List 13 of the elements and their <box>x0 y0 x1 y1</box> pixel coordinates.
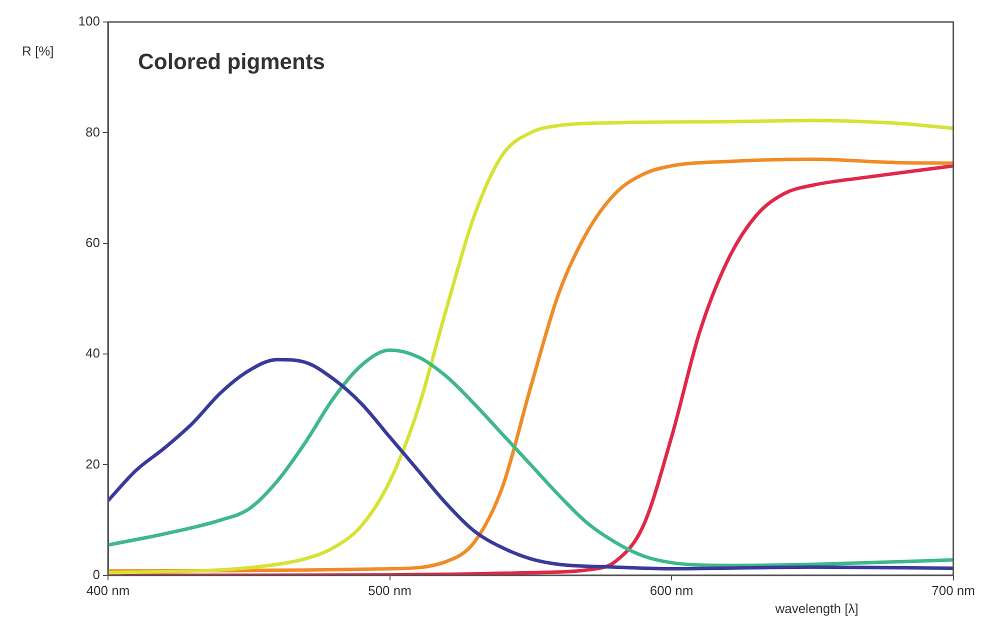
y-tick-label: 100 <box>78 14 100 29</box>
y-tick-label: 0 <box>92 566 100 582</box>
x-tick-label: 500 nm <box>368 582 412 598</box>
x-tick-label: 700 nm <box>932 582 976 598</box>
y-tick-label: 80 <box>86 124 100 140</box>
y-tick-label: 40 <box>86 346 100 361</box>
x-tick-label: 400 nm <box>86 582 130 598</box>
x-tick-label: 600 nm <box>650 582 694 598</box>
y-tick-label: 60 <box>86 234 100 250</box>
x-axis-title: wavelength [λ] <box>774 601 858 616</box>
y-tick-label: 20 <box>86 456 100 472</box>
y-axis-title: R [%] <box>22 44 54 59</box>
text: Colored pigments <box>138 49 326 74</box>
